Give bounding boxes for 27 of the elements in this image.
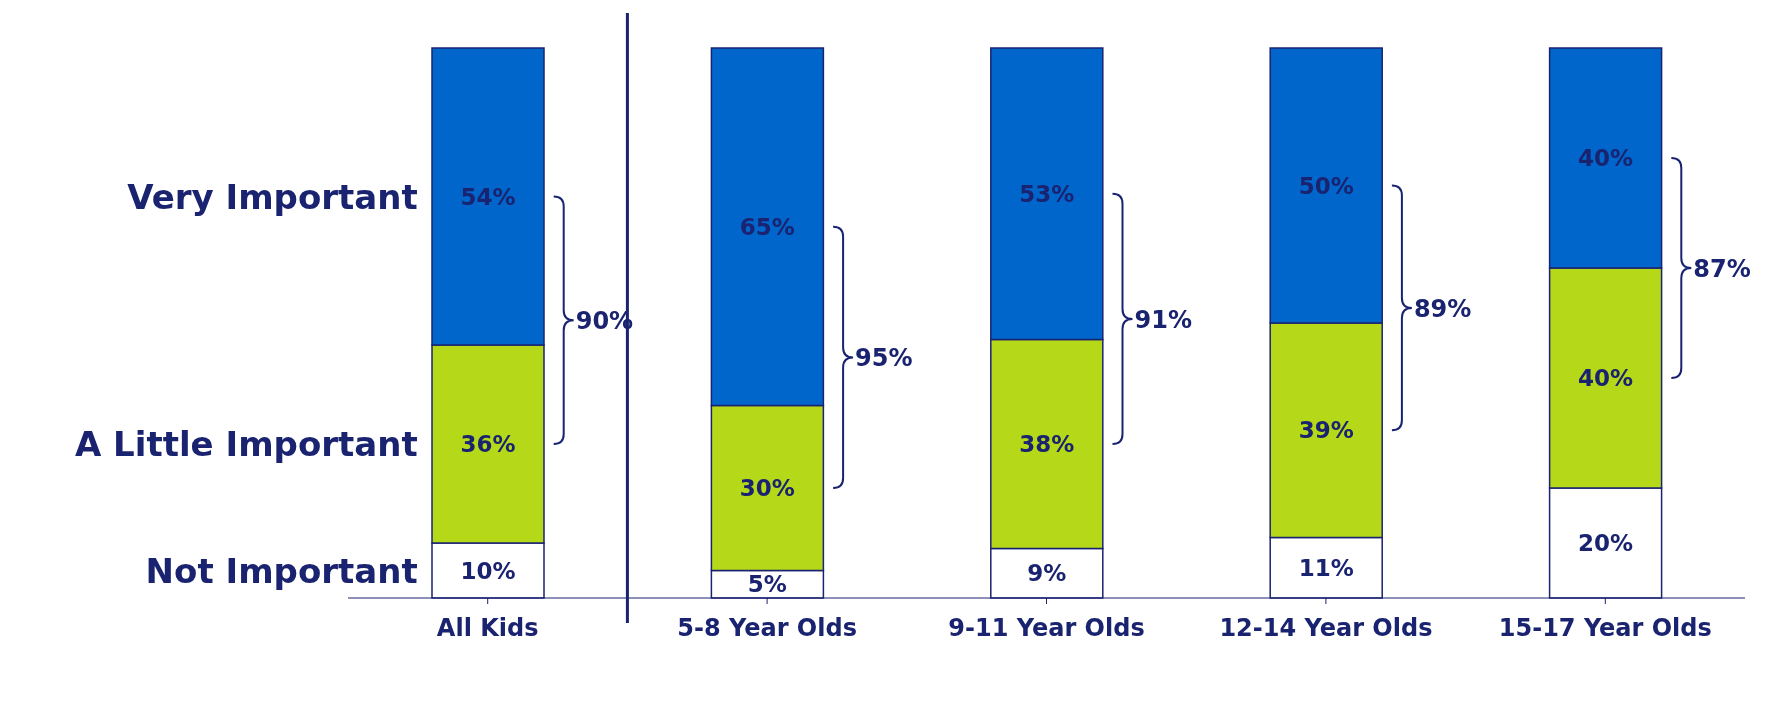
data-label: 53%: [1019, 180, 1075, 207]
data-label: 9%: [1027, 560, 1067, 587]
annotation: 95%: [855, 344, 913, 373]
data-label: 40%: [1578, 145, 1634, 171]
annotation: 91%: [1134, 305, 1192, 334]
x-tick-label: 5-8 Year Olds: [677, 614, 857, 642]
annotation: 87%: [1693, 255, 1751, 283]
data-label: 38%: [1019, 431, 1075, 457]
data-label: 65%: [739, 213, 795, 240]
data-label: 10%: [460, 557, 516, 584]
x-tick-label: 15-17 Year Olds: [1498, 614, 1712, 642]
data-label: 50%: [1298, 172, 1354, 199]
x-tick-label: 9-11 Year Olds: [948, 614, 1145, 642]
data-label: 36%: [460, 431, 516, 457]
data-label: 20%: [1578, 530, 1634, 556]
series-label: Very Important: [127, 176, 418, 217]
x-tick-label: All Kids: [436, 614, 539, 642]
data-label: 5%: [747, 571, 787, 598]
data-label: 40%: [1578, 365, 1634, 391]
data-label: 11%: [1298, 554, 1354, 581]
series-label: A Little Important: [74, 424, 418, 464]
data-label: 54%: [460, 183, 516, 210]
x-tick-label: 12-14 Year Olds: [1219, 614, 1433, 642]
data-label: 39%: [1298, 417, 1354, 444]
annotation: 89%: [1413, 294, 1472, 323]
data-label: 30%: [739, 475, 795, 501]
series-label: Not Important: [145, 550, 418, 591]
